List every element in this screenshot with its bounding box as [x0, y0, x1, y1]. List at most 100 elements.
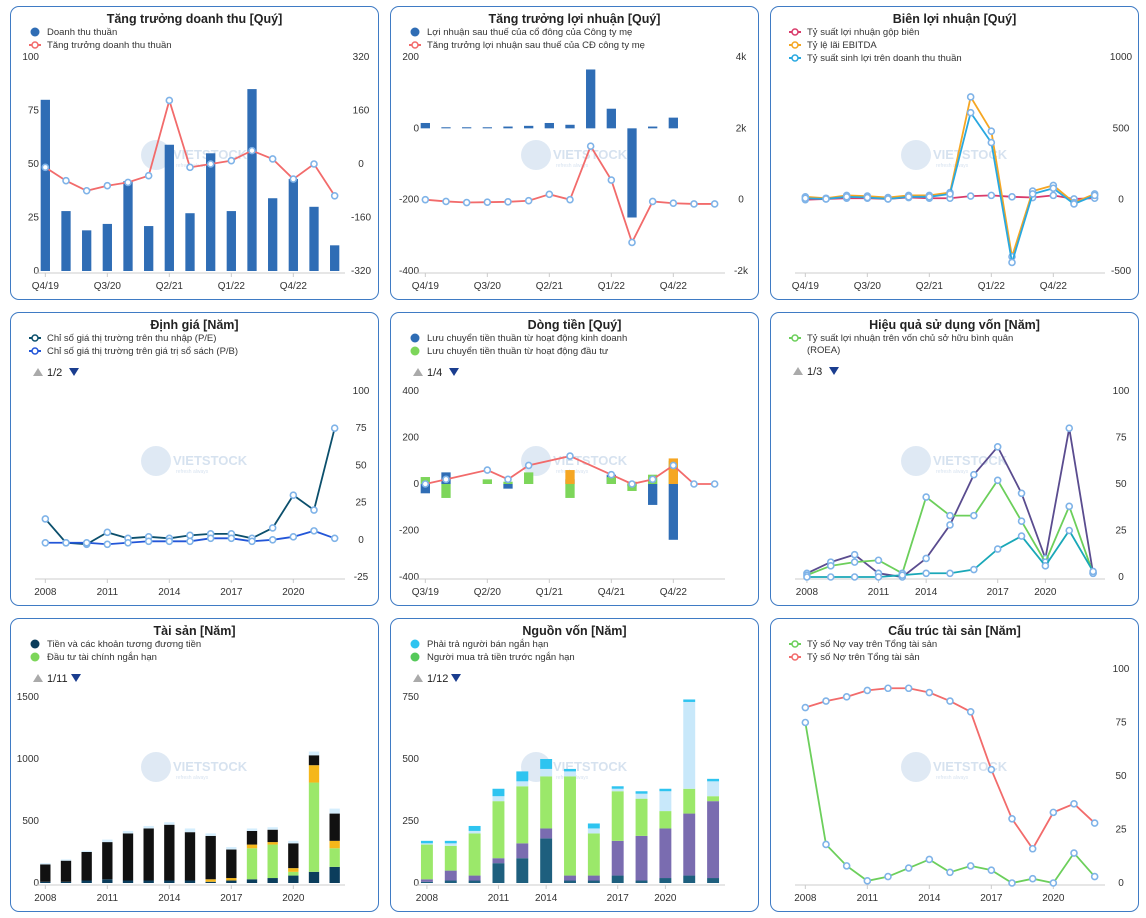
pager-up-icon[interactable] — [413, 368, 423, 376]
stack-segment — [267, 844, 278, 879]
bar — [226, 211, 236, 271]
x-tick-label: 2014 — [535, 893, 558, 904]
data-point — [946, 697, 954, 705]
x-tick-label: Q2/21 — [916, 281, 944, 292]
legend-item: Tỷ suất lợi nhuận gộp biên — [789, 27, 919, 38]
stack-segment — [564, 875, 576, 881]
y-tick-label-right: 0 — [738, 195, 744, 206]
chart-title: Tăng trưởng lợi nhuận [Quý] — [488, 12, 661, 26]
legend-marker — [30, 652, 40, 662]
data-point — [310, 527, 318, 535]
data-point — [248, 146, 256, 155]
data-point — [925, 193, 934, 201]
data-point — [922, 554, 930, 563]
chart-svg: Lợi nhuận sau thuế của cổ đông của Công … — [399, 27, 749, 292]
stack-segment — [707, 801, 720, 879]
y-tick-label-left: 750 — [402, 692, 419, 703]
pager-label: 1/3 — [807, 366, 822, 378]
stack-segment — [102, 842, 113, 880]
y-tick-label-right: 100 — [353, 386, 370, 397]
stack-segment — [60, 860, 72, 882]
stack-segment — [267, 878, 278, 883]
bar — [288, 178, 298, 271]
x-tick-label: 2017 — [980, 893, 1003, 904]
stack-segment — [659, 788, 672, 792]
stack-segment — [122, 833, 134, 881]
legend-marker — [791, 653, 799, 661]
legend-marker — [411, 41, 419, 49]
data-point — [1089, 567, 1097, 576]
pager-down-icon[interactable] — [829, 367, 839, 375]
data-point — [206, 534, 215, 543]
pager-up-icon[interactable] — [793, 367, 803, 375]
stack-segment — [468, 830, 481, 834]
bar — [565, 470, 575, 484]
y-tick-label-right: 25 — [1115, 825, 1127, 836]
x-tick-label: 2014 — [915, 587, 938, 598]
data-point — [801, 703, 810, 712]
pager-down-icon[interactable] — [69, 368, 79, 376]
y-tick-label-right: 500 — [1113, 123, 1130, 134]
legend-pager: 1/12 — [413, 673, 461, 685]
stack-segment — [635, 798, 648, 836]
data-point — [966, 93, 975, 101]
pager-up-icon[interactable] — [33, 368, 43, 376]
data-point — [1008, 879, 1016, 887]
y-tick-label-right: -160 — [351, 213, 371, 224]
data-point — [1008, 815, 1016, 823]
stack-segment — [683, 875, 696, 883]
legend-marker — [31, 334, 39, 342]
bar — [441, 484, 451, 498]
data-point — [987, 765, 996, 774]
stack-segment — [468, 875, 481, 881]
stack-segment — [205, 879, 216, 882]
bar — [648, 126, 658, 129]
data-point — [822, 697, 830, 705]
legend-label: (ROEA) — [807, 345, 840, 356]
data-point — [850, 558, 859, 566]
legend-item: Tỷ số Nợ trên Tổng tài sản — [789, 652, 920, 663]
stack-segment — [540, 776, 553, 829]
legend-marker — [410, 333, 420, 343]
stack-segment — [420, 843, 433, 845]
data-point — [1070, 849, 1078, 857]
stack-segment — [184, 832, 196, 881]
legend-item: Tỷ số Nợ vay trên Tổng tài sản — [789, 639, 937, 650]
data-point — [144, 171, 153, 180]
data-point — [993, 476, 1002, 485]
data-point — [103, 528, 112, 537]
stack-segment — [611, 788, 624, 792]
stack-segment — [540, 838, 553, 883]
bar — [441, 127, 451, 129]
legend-label: Doanh thu thuần — [47, 27, 117, 38]
stack-segment — [707, 781, 720, 797]
data-point — [545, 190, 554, 199]
x-tick-label: 2020 — [654, 893, 677, 904]
pager-down-icon[interactable] — [71, 674, 81, 682]
data-point — [165, 96, 174, 105]
legend-item: Lưu chuyển tiền thuần từ hoạt động kinh … — [410, 333, 627, 344]
pager-up-icon[interactable] — [33, 674, 43, 682]
stack-segment — [587, 880, 600, 883]
stack-segment — [635, 793, 648, 799]
data-point — [1070, 800, 1078, 808]
y-tick-label-right: 320 — [353, 52, 370, 63]
stack-segment — [516, 843, 529, 859]
data-point — [41, 163, 50, 172]
data-point — [669, 199, 678, 208]
data-point — [62, 176, 70, 185]
series-line — [425, 455, 715, 485]
pager-down-icon[interactable] — [451, 674, 461, 682]
data-point — [186, 163, 194, 172]
y-tick-label-left: 1000 — [17, 754, 40, 765]
chart-svg: Tỷ số Nợ vay trên Tổng tài sản Tỷ số Nợ t… — [789, 639, 1130, 904]
pager-up-icon[interactable] — [413, 674, 423, 682]
data-point — [946, 521, 954, 529]
stack-segment — [246, 879, 258, 883]
bar — [123, 181, 133, 271]
data-point — [904, 684, 913, 693]
data-point — [884, 872, 892, 881]
pager-down-icon[interactable] — [449, 368, 459, 376]
